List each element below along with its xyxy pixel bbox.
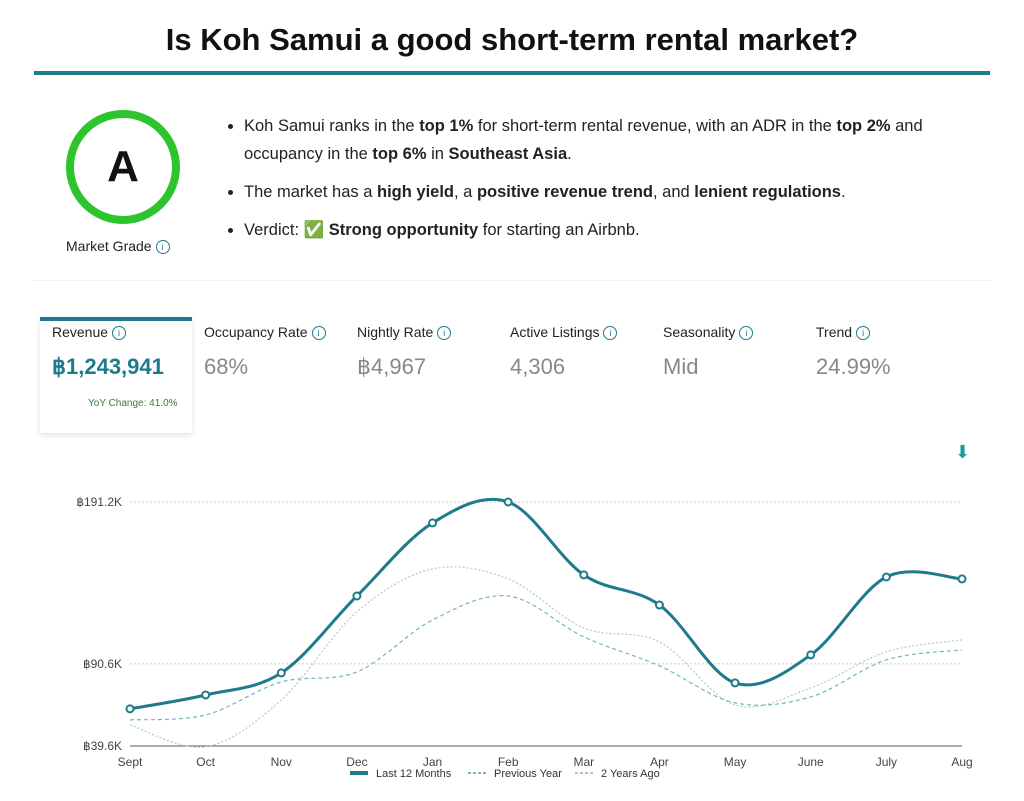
bullet-text: top 6% xyxy=(372,145,427,163)
bullet-text: Koh Samui ranks in the xyxy=(244,117,420,135)
series-line-last-12-months xyxy=(129,497,963,711)
bullet-text: and occupancy in the xyxy=(244,117,923,163)
metric-value: ฿4,967 xyxy=(357,354,427,379)
x-tick-label: Nov xyxy=(271,755,292,769)
y-tick-label: ฿90.6K xyxy=(83,657,122,671)
metric-value: Mid xyxy=(663,354,699,379)
legend-label: 2 Years Ago xyxy=(601,768,660,780)
metric-card-revenue-selected[interactable] xyxy=(40,317,192,433)
info-icon[interactable]: i xyxy=(311,326,326,340)
metric-label: Trend i xyxy=(816,324,891,340)
bullet-text: in xyxy=(426,145,449,163)
yoy-change: YoY Change: 41.0% xyxy=(88,398,178,409)
x-tick-label: Apr xyxy=(650,755,669,769)
bullet-text: lenient regulations xyxy=(694,183,841,201)
metric-value: 24.99% xyxy=(816,354,891,379)
bullet-text: positive revenue trend xyxy=(476,183,653,201)
metric-label-text: Seasonality xyxy=(663,324,736,340)
bullet-text: The market has a xyxy=(244,183,377,201)
summary-list: Koh Samui ranks in the top 1% for short-… xyxy=(226,112,974,254)
series-line-2-years-ago xyxy=(129,566,963,748)
metric-revenue[interactable]: Revenue i ฿1,243,941 xyxy=(52,324,164,380)
market-grade-badge: A xyxy=(66,110,180,224)
summary-bullet: Koh Samui ranks in the top 1% for short-… xyxy=(244,112,974,168)
info-icon[interactable]: i xyxy=(112,326,127,340)
series-line-previous-year xyxy=(129,595,963,721)
info-icon[interactable]: i xyxy=(155,240,170,254)
bullet-text: high yield xyxy=(376,183,454,201)
data-point xyxy=(806,650,816,660)
y-tick-label: ฿39.6K xyxy=(83,739,122,753)
x-tick-label: Aug xyxy=(951,755,972,769)
x-tick-label: June xyxy=(798,755,824,769)
x-tick-label: Feb xyxy=(498,755,519,769)
metric-trend[interactable]: Trend i 24.99% xyxy=(816,324,891,380)
metric-label-text: Occupancy Rate xyxy=(204,324,308,340)
bullet-text: . xyxy=(567,145,572,163)
data-point xyxy=(579,570,589,580)
data-point xyxy=(276,668,286,678)
metric-label-text: Nightly Rate xyxy=(357,324,434,340)
metrics-panel xyxy=(34,280,990,801)
grade-label-text: Market Grade xyxy=(66,238,152,254)
download-icon[interactable]: ⬇ xyxy=(955,442,971,462)
title-divider xyxy=(34,71,990,75)
summary-bullet: Verdict: ✅ Strong opportunity for starti… xyxy=(244,216,974,244)
data-point xyxy=(957,574,967,584)
metric-label: Revenue i xyxy=(52,324,164,340)
metric-nightly-rate[interactable]: Nightly Rate i ฿4,967 xyxy=(357,324,452,380)
bullet-text: , and xyxy=(653,183,695,201)
market-grade-label: Market Grade i xyxy=(66,238,170,254)
page-title: Is Koh Samui a good short-term rental ma… xyxy=(165,22,859,57)
info-icon[interactable]: i xyxy=(603,326,618,340)
data-point xyxy=(201,690,211,700)
metric-label-text: Active Listings xyxy=(510,324,600,340)
summary-bullet: The market has a high yield, a positive … xyxy=(244,178,974,206)
x-tick-label: Sept xyxy=(118,755,143,769)
metric-label: Seasonality i xyxy=(663,324,754,340)
info-icon[interactable]: i xyxy=(739,326,754,340)
metric-value: 68% xyxy=(204,354,249,379)
bullet-text: Strong opportunity xyxy=(328,221,479,239)
info-icon[interactable]: i xyxy=(856,326,871,340)
x-tick-label: Mar xyxy=(573,755,594,769)
bullet-text: Verdict: xyxy=(244,221,304,239)
metric-occupancy-rate[interactable]: Occupancy Rate i 68% xyxy=(204,324,326,380)
data-point xyxy=(881,572,891,582)
bullet-text: top 1% xyxy=(419,117,474,135)
x-tick-label: May xyxy=(724,755,747,769)
bullet-text: Southeast Asia xyxy=(448,145,568,163)
x-tick-label: Oct xyxy=(196,755,215,769)
y-tick-label: ฿191.2K xyxy=(76,495,122,509)
bullet-text: for short-term rental revenue, with an A… xyxy=(473,117,837,135)
metric-seasonality[interactable]: Seasonality i Mid xyxy=(663,324,754,380)
bullet-text: top 2% xyxy=(836,117,891,135)
data-point xyxy=(730,678,740,688)
legend-label: Last 12 Months xyxy=(376,768,452,780)
data-point xyxy=(352,591,362,601)
data-point xyxy=(654,600,664,610)
x-tick-label: Dec xyxy=(346,755,367,769)
metric-label-text: Trend xyxy=(816,324,853,340)
metric-label: Occupancy Rate i xyxy=(204,324,326,340)
metric-value: ฿1,243,941 xyxy=(52,354,164,379)
bullet-text: ✅ xyxy=(303,221,329,239)
info-icon[interactable]: i xyxy=(437,326,452,340)
metric-label: Active Listings i xyxy=(510,324,618,340)
metric-active-listings[interactable]: Active Listings i 4,306 xyxy=(510,324,618,380)
metric-label: Nightly Rate i xyxy=(357,324,452,340)
bullet-text: . xyxy=(840,183,846,201)
metric-label-text: Revenue xyxy=(52,324,109,340)
data-point xyxy=(428,518,438,528)
bullet-text: for starting an Airbnb. xyxy=(478,221,640,239)
metric-value: 4,306 xyxy=(510,354,566,379)
x-tick-label: Jan xyxy=(423,755,442,769)
data-point xyxy=(503,497,513,507)
data-point xyxy=(125,704,135,714)
bullet-text: , a xyxy=(454,183,477,201)
legend-label: Previous Year xyxy=(494,768,562,780)
x-tick-label: July xyxy=(876,755,897,769)
